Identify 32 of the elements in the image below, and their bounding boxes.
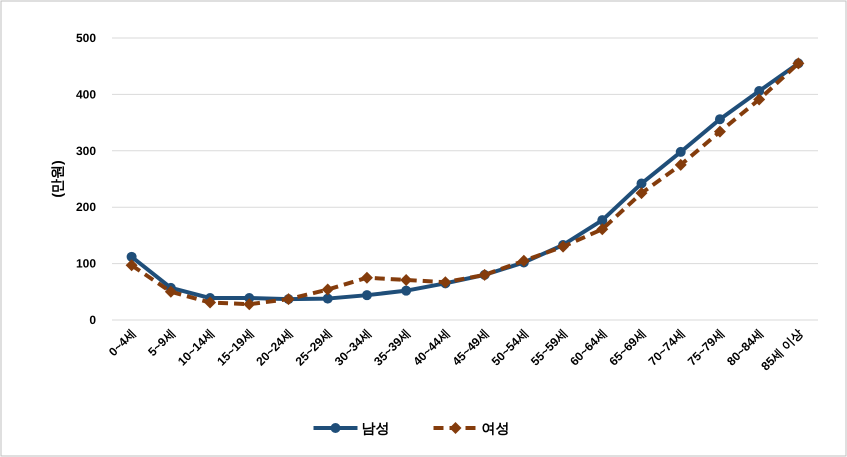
point: [401, 286, 412, 296]
point: [322, 294, 333, 304]
y-tick-label: 300: [76, 144, 96, 158]
point: [596, 223, 608, 236]
point: [754, 86, 764, 96]
y-tick-label: 0: [89, 313, 96, 327]
point: [636, 178, 646, 189]
point: [204, 296, 216, 309]
point: [753, 93, 766, 106]
y-tick-label: 500: [76, 31, 96, 45]
point: [636, 187, 648, 200]
point: [676, 146, 686, 157]
point: [322, 284, 334, 296]
point: [714, 114, 725, 124]
y-tick-label: 400: [76, 87, 96, 102]
point: [557, 240, 570, 253]
legend-label: 여성: [482, 420, 510, 436]
y-tick-label: 200: [76, 200, 96, 214]
point: [714, 126, 726, 138]
y-tick-label: 100: [76, 256, 96, 271]
point: [126, 259, 138, 272]
point: [164, 286, 177, 298]
y-axis-title: (만원): [49, 160, 65, 198]
point: [400, 274, 412, 286]
point: [518, 254, 530, 267]
point: [674, 158, 687, 171]
point: [243, 298, 256, 310]
point: [126, 252, 137, 262]
point: [360, 272, 373, 284]
point: [362, 290, 372, 300]
legend-label: 남성: [362, 420, 390, 436]
point: [597, 215, 608, 226]
